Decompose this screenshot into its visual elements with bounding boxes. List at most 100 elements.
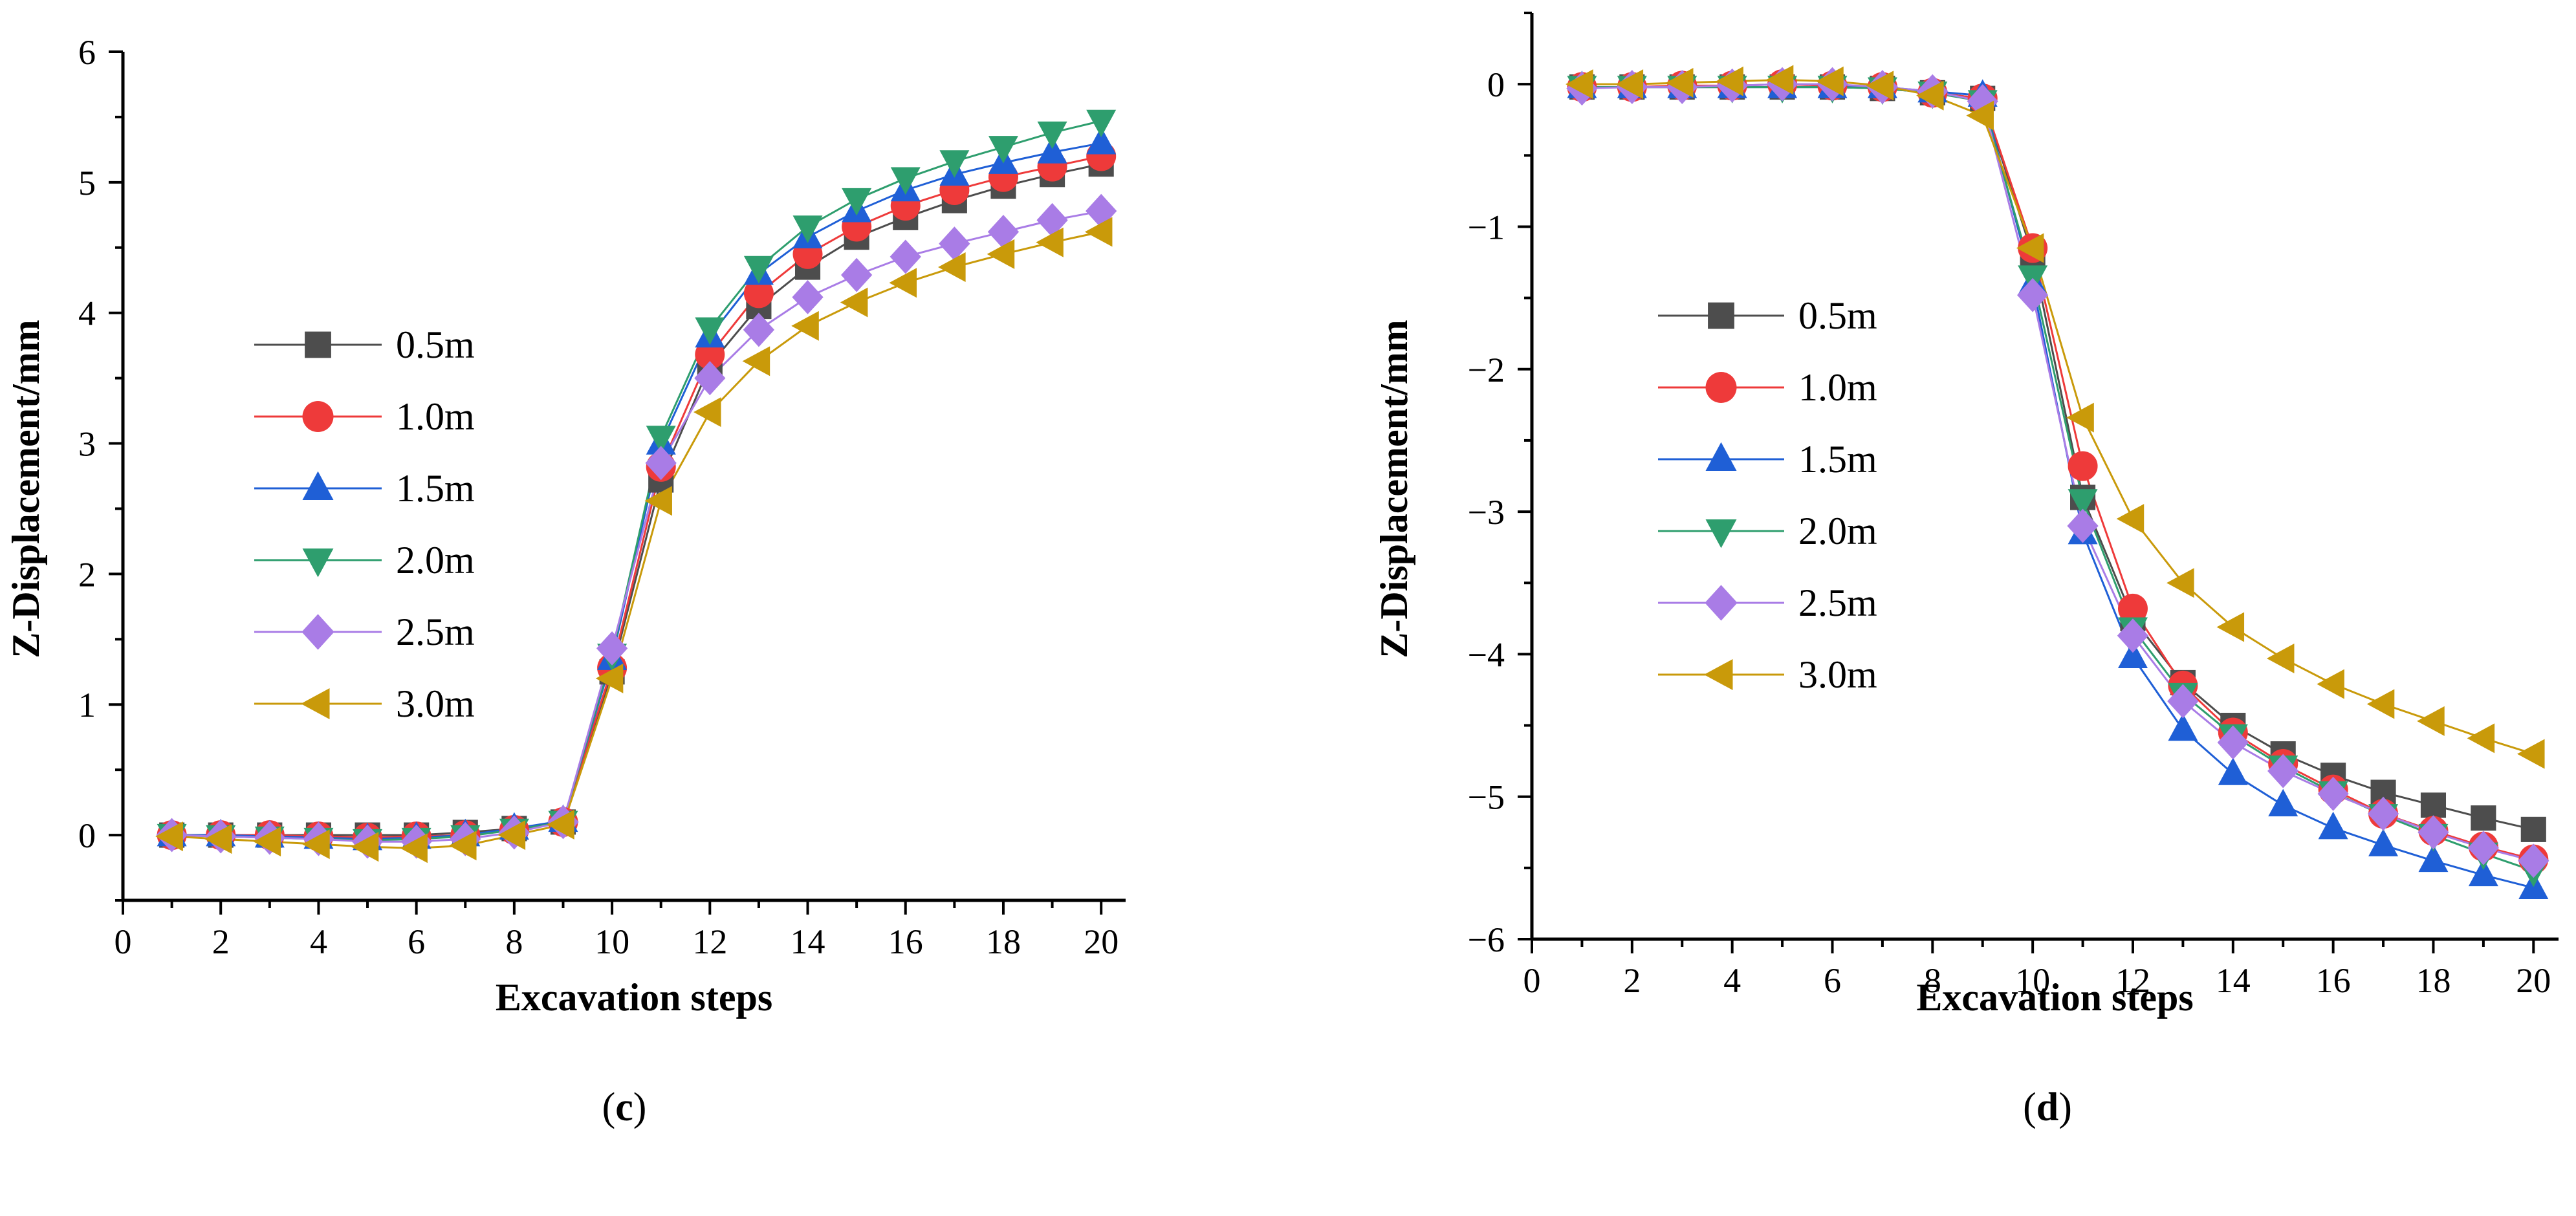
y-tick-label: 6 (78, 33, 96, 72)
legend-marker (301, 614, 334, 650)
x-tick-label: 16 (2316, 961, 2351, 1000)
data-point (2418, 815, 2449, 850)
data-point (1084, 217, 1113, 247)
data-point (743, 312, 775, 347)
data-point (840, 257, 873, 292)
data-point (2317, 776, 2349, 811)
legend-marker (302, 401, 334, 432)
data-point (694, 361, 726, 396)
data-point (2520, 816, 2546, 842)
data-point (253, 827, 281, 857)
y-tick-label: −3 (1468, 493, 1505, 532)
data-point (2516, 739, 2545, 769)
data-point (2016, 233, 2044, 263)
legend-marker (302, 548, 334, 578)
data-point (2266, 643, 2295, 673)
data-point (791, 310, 819, 341)
legend-marker (305, 331, 331, 358)
data-point (2468, 858, 2498, 887)
data-point (448, 831, 477, 861)
data-point (2217, 725, 2249, 760)
legend-label: 3.0m (1798, 653, 1877, 696)
data-point (693, 397, 721, 428)
data-point (2317, 669, 2344, 699)
legend-marker (1704, 659, 1733, 690)
data-point (743, 278, 774, 309)
data-point (595, 663, 624, 693)
y-tick-label: −2 (1468, 351, 1505, 389)
x-tick-label: 0 (1523, 961, 1541, 1000)
x-tick-label: 20 (2516, 961, 2551, 1000)
panel-letter: c (615, 1085, 633, 1129)
y-tick-label: −6 (1468, 920, 1505, 959)
y-tick-label: 0 (78, 816, 96, 855)
x-tick-label: 8 (1924, 961, 1941, 1000)
x-tick-label: 2 (1623, 961, 1641, 1000)
data-point (743, 255, 774, 284)
data-point (2117, 618, 2149, 653)
x-tick-label: 8 (505, 922, 523, 961)
x-tick-label: 4 (1723, 961, 1741, 1000)
y-axis-title: Z-Displacement/mm (5, 320, 47, 658)
data-point (547, 809, 574, 840)
data-point (939, 226, 970, 261)
data-point (2467, 723, 2495, 754)
data-point (2068, 451, 2098, 481)
x-tick-label: 12 (692, 922, 727, 961)
legend-label: 2.5m (1798, 581, 1877, 624)
data-point (695, 317, 725, 345)
panel-label: (d) (2023, 1085, 2072, 1129)
legend-label: 3.0m (396, 682, 475, 725)
data-point (2117, 640, 2148, 669)
data-point (1966, 100, 1994, 131)
data-point (842, 188, 872, 216)
x-axis-title: Excavation steps (1916, 976, 2193, 1019)
data-point (2366, 689, 2395, 719)
data-point (890, 239, 921, 274)
data-point (1665, 67, 1694, 98)
legend-label: 2.0m (1798, 510, 1877, 552)
x-tick-label: 14 (2216, 961, 2251, 1000)
data-point (2420, 792, 2447, 818)
chart-panel-c: 0 2 4 6 8 10 12 14 16 18 200123456Z-Displacement/m… (5, 33, 1126, 1129)
data-point (351, 832, 379, 862)
data-point (1816, 66, 1844, 96)
data-point (155, 821, 183, 852)
data-point (1716, 66, 1743, 96)
x-tick-label: 0 (115, 922, 132, 961)
data-point (2417, 706, 2445, 736)
legend-label: 0.5m (396, 323, 475, 366)
x-tick-label: 18 (986, 922, 1021, 961)
data-point (645, 446, 677, 481)
legend-marker (1705, 519, 1737, 548)
x-tick-label: 18 (2416, 961, 2450, 1000)
y-axis-title: Z-Displacement/mm (1373, 320, 1415, 658)
data-point (889, 268, 917, 298)
panel-label: (c) (602, 1085, 647, 1129)
x-tick-label: 6 (408, 922, 425, 961)
y-tick-label: 0 (1487, 65, 1505, 104)
x-tick-label: 4 (310, 922, 327, 961)
y-tick-label: −1 (1468, 208, 1505, 246)
data-point (2418, 844, 2449, 873)
x-tick-label: 10 (2015, 961, 2050, 1000)
data-point (2368, 829, 2399, 856)
data-point (1086, 126, 1117, 155)
data-point (1086, 193, 1117, 228)
data-point (2218, 757, 2248, 785)
data-point (792, 280, 824, 314)
y-tick-label: 1 (78, 686, 96, 724)
series-line-2.5m (171, 210, 1102, 843)
data-point (2267, 754, 2299, 788)
data-point (792, 215, 823, 243)
data-point (2518, 843, 2549, 878)
x-tick-label: 20 (1084, 922, 1119, 961)
data-point (2167, 568, 2194, 598)
legend-label: 1.5m (1798, 438, 1877, 481)
data-point (2367, 796, 2399, 831)
data-point (2467, 831, 2500, 865)
data-point (938, 252, 966, 283)
data-point (890, 167, 921, 195)
data-point (596, 631, 628, 666)
